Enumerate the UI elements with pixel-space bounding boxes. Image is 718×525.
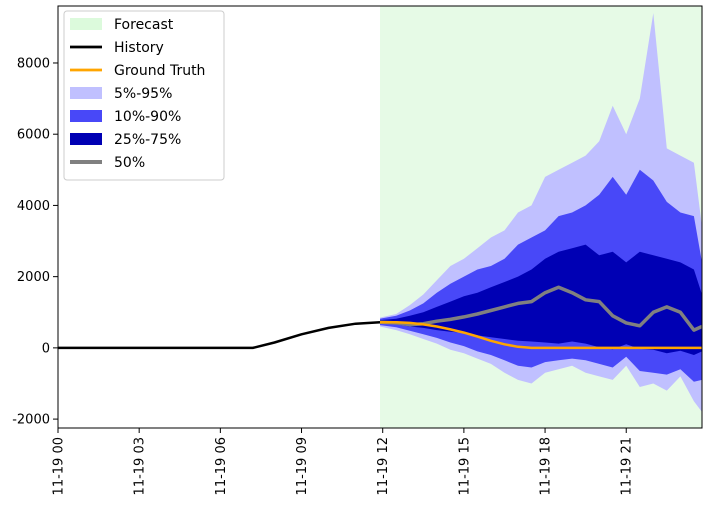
y-tick-label: 4000 (17, 199, 50, 214)
band-25-75 (380, 244, 702, 355)
y-tick-label: 6000 (17, 128, 50, 143)
x-tick-label: 11-19 03 (133, 437, 148, 495)
legend-box (63, 10, 225, 181)
y-tick-label: 0 (42, 341, 50, 356)
legend-swatch-25-75 (70, 133, 102, 145)
legend-swatch-10-90 (70, 110, 102, 122)
legend-label-forecast: Forecast (114, 17, 174, 33)
x-tick-label: 11-19 12 (376, 437, 391, 495)
legend-label-50: 50% (114, 155, 145, 171)
legend-label-10-90: 10%-90% (114, 109, 181, 125)
plot-frame (57, 5, 703, 429)
median-line (379, 285, 702, 332)
x-tick-label: 11-19 18 (539, 437, 554, 495)
legend-label-history: History (114, 40, 164, 56)
x-tick-label: 11-19 09 (295, 437, 310, 495)
legend-swatch-5-95 (70, 87, 102, 99)
legend-swatch-forecast (70, 18, 102, 30)
legend-label-25-75: 25%-75% (114, 132, 181, 148)
x-tick-label: 11-19 00 (52, 437, 67, 495)
x-tick-label: 11-19 06 (214, 437, 229, 495)
plot-area (58, 6, 702, 428)
y-tick-label: 8000 (17, 56, 50, 71)
x-tick-label: 11-19 21 (620, 437, 635, 495)
legend: Forecast History Ground Truth 5%-95% 10%-90%… (63, 10, 225, 181)
legend-label-5-95: 5%-95% (114, 86, 172, 102)
legend-label-ground-truth: Ground Truth (114, 63, 205, 79)
ground-truth-line (380, 320, 702, 350)
history-line (58, 320, 381, 350)
y-tick-label: 2000 (17, 270, 50, 285)
x-tick-label: 11-19 15 (457, 437, 472, 495)
y-tick-label: -2000 (12, 413, 50, 428)
axes: -2000 0 2000 4000 6000 8000 11-19 00 11-19 03 11… (12, 56, 635, 495)
